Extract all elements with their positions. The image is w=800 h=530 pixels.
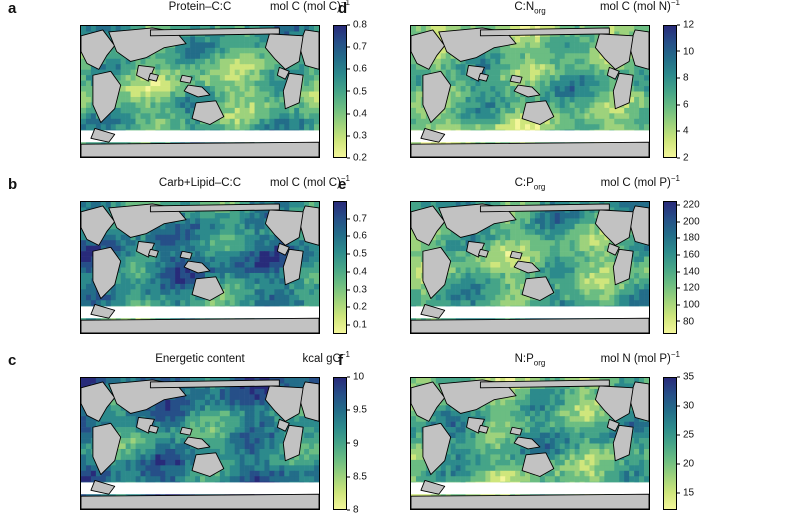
colorbar-tick-label: 0.7 (347, 213, 367, 224)
colorbar-tick-label: 0.1 (347, 320, 367, 331)
colorbar-tick-label: 0.3 (347, 130, 367, 141)
colorbar-tick-label: 0.2 (347, 153, 367, 164)
ocean-map (410, 25, 650, 158)
world-map (81, 378, 319, 509)
colorbar-ticks: 10 9.5 9 8.5 8 (347, 372, 397, 516)
colorbar-tick-label: 160 (677, 250, 700, 261)
colorbar-tick-label: 9 (347, 438, 359, 449)
panel-e: e C:Porg mol C (mol P)−1 220 200 180 160 140… (330, 174, 730, 352)
panel-letter: e (338, 176, 347, 193)
colorbar-tick-label: 35 (677, 372, 694, 383)
colorbar-tick-label: 0.5 (347, 249, 367, 260)
colorbar-tick-label: 8 (677, 73, 689, 84)
colorbar-ticks: 0.8 0.7 0.6 0.5 0.4 0.3 0.2 (347, 20, 397, 164)
panel-d: d C:Norg mol C (mol N)−1 12 10 8 6 4 2 (330, 0, 730, 176)
colorbar-tick-label: 6 (677, 99, 689, 110)
colorbar-unit: mol C (mol C)−1 (269, 174, 350, 189)
colorbar-tick-label: 10 (347, 372, 364, 383)
colorbar-tick-label: 8.5 (347, 471, 367, 482)
panel-b: b Carb+Lipid–C:C mol C (mol C)−1 0.7 0.6 0… (0, 174, 400, 352)
panel-title: C:Norg (514, 1, 546, 16)
colorbar-unit: mol N (mol P)−1 (600, 350, 680, 365)
colorbar-ticks: 35 30 25 20 15 (677, 372, 727, 510)
panel-title: Protein–C:C (168, 1, 232, 13)
panel-letter: b (8, 176, 18, 193)
colorbar-tick-label: 0.4 (347, 108, 367, 119)
colorbar-tick-label: 20 (677, 458, 694, 469)
panel-title: Energetic content (155, 353, 245, 365)
panel-title: Carb+Lipid–C:C (158, 177, 242, 189)
ocean-map (410, 377, 650, 510)
colorbar-tick-label: 4 (677, 126, 689, 137)
colorbar-tick-label: 0.7 (347, 42, 367, 53)
colorbar-tick-label: 15 (677, 487, 694, 498)
colorbar-ticks: 220 200 180 160 140 120 100 80 (677, 200, 727, 334)
colorbar-tick-label: 180 (677, 233, 700, 244)
colorbar-tick-label: 0.8 (347, 20, 367, 31)
world-map (411, 378, 649, 509)
panel-title: N:Porg (514, 353, 546, 368)
panel-a: a Protein–C:C mol C (mol C)−1 0.8 0.7 0.6 0… (0, 0, 400, 176)
colorbar-tick-label: 220 (677, 200, 700, 211)
colorbar-ticks: 12 10 8 6 4 2 (677, 20, 727, 164)
world-map (411, 26, 649, 157)
colorbar-tick-label: 10 (677, 46, 694, 57)
colorbar (663, 25, 677, 158)
colorbar-ticks: 0.7 0.6 0.5 0.4 0.3 0.2 0.1 (347, 201, 397, 334)
panel-letter: f (338, 352, 343, 369)
world-map (81, 26, 319, 157)
panel-letter: c (8, 352, 17, 369)
world-map (81, 202, 319, 333)
colorbar-unit: mol C (mol C)−1 (269, 0, 350, 13)
colorbar-tick-label: 25 (677, 429, 694, 440)
ocean-map (80, 201, 320, 334)
colorbar-tick-label: 0.2 (347, 302, 367, 313)
colorbar-tick-label: 140 (677, 266, 700, 277)
colorbar-tick-label: 0.3 (347, 284, 367, 295)
colorbar-tick-label: 100 (677, 299, 700, 310)
colorbar-tick-label: 0.4 (347, 266, 367, 277)
colorbar-tick-label: 80 (677, 316, 694, 327)
colorbar-tick-label: 8 (347, 505, 359, 516)
colorbar-unit: kcal gC−1 (302, 350, 350, 365)
colorbar-tick-label: 30 (677, 400, 694, 411)
colorbar-unit: mol C (mol P)−1 (600, 174, 680, 189)
ocean-map (80, 377, 320, 510)
colorbar-tick-label: 0.6 (347, 64, 367, 75)
panel-c: c Energetic content kcal gC−1 10 9.5 9 8.5 8 (0, 350, 400, 528)
colorbar (663, 201, 677, 334)
colorbar-tick-label: 12 (677, 20, 694, 31)
colorbar-tick-label: 120 (677, 283, 700, 294)
colorbar-tick-label: 200 (677, 216, 700, 227)
colorbar (663, 377, 677, 510)
ocean-map (410, 201, 650, 334)
world-map (411, 202, 649, 333)
panel-f: f N:Porg mol N (mol P)−1 35 30 25 20 15 (330, 350, 730, 528)
colorbar-tick-label: 2 (677, 153, 689, 164)
panel-title: C:Porg (514, 177, 546, 192)
panel-letter: a (8, 0, 17, 17)
panel-letter: d (338, 0, 348, 17)
ocean-map (80, 25, 320, 158)
colorbar-unit: mol C (mol N)−1 (599, 0, 680, 13)
colorbar-tick-label: 0.6 (347, 231, 367, 242)
colorbar-tick-label: 0.5 (347, 86, 367, 97)
colorbar-tick-label: 9.5 (347, 405, 367, 416)
